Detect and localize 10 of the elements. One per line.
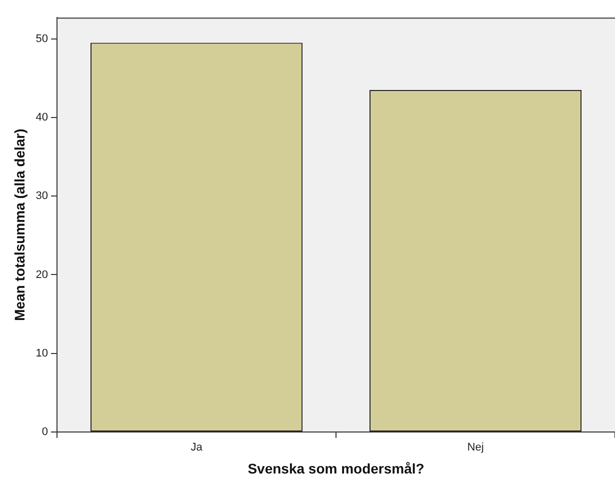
- y-tick-label: 50: [36, 32, 48, 45]
- y-tick-label: 10: [36, 347, 48, 360]
- x-tick-label: Ja: [190, 442, 204, 454]
- x-tick-label: Nej: [467, 442, 484, 454]
- y-tick-label: 30: [36, 190, 48, 202]
- y-axis-title: Mean totalsumma (alla delar): [11, 128, 28, 321]
- y-tick-label: 20: [36, 268, 48, 281]
- x-axis-title: Svenska som modersmål?: [248, 460, 424, 476]
- y-tick-label: 0: [42, 426, 48, 438]
- y-tick-label: 40: [36, 111, 48, 124]
